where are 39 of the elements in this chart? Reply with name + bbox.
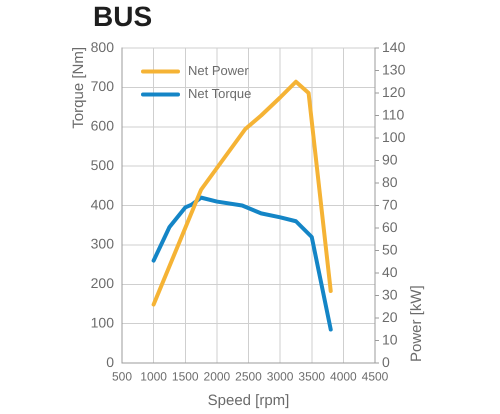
y2-tick-label: 60 (382, 218, 398, 235)
y-tick-label: 200 (90, 275, 114, 292)
y-tick-label: 500 (90, 156, 114, 173)
legend-label: Net Torque (188, 86, 252, 102)
y-tick-label: 800 (90, 38, 114, 55)
chart-title: BUS (93, 1, 152, 32)
y2-tick-label: 10 (382, 331, 398, 348)
x-axis-title: Speed [rpm] (208, 392, 290, 410)
y-tick-label: 400 (90, 196, 114, 212)
x-tick-label: 3000 (266, 370, 294, 384)
x-tick-label: 3500 (298, 370, 326, 384)
y2-tick-label: 40 (382, 264, 398, 280)
y2-tick-label: 140 (382, 38, 406, 55)
y2-tick-label: 20 (382, 308, 398, 325)
y2-tick-label: 0 (382, 354, 390, 370)
y-tick-label: 700 (90, 78, 114, 94)
y2-tick-label: 110 (382, 106, 405, 122)
y-tick-label: 0 (106, 354, 114, 370)
y-tick-label: 100 (90, 314, 114, 330)
x-tick-label: 1000 (140, 370, 168, 384)
x-tick-label: 1500 (172, 370, 199, 384)
x-tick-label: 2500 (235, 370, 262, 384)
y2-tick-label: 50 (382, 241, 398, 258)
x-tick-label: 2000 (204, 370, 231, 384)
y2-tick-label: 120 (382, 84, 406, 100)
y2-tick-label: 80 (382, 174, 398, 190)
y2-tick-label: 100 (382, 128, 406, 145)
y-axis-title: Torque [Nm] (70, 47, 88, 129)
y-tick-label: 600 (90, 118, 114, 134)
y2-tick-label: 130 (382, 61, 406, 78)
y2-tick-label: 30 (382, 286, 398, 302)
x-tick-label: 4000 (330, 370, 358, 384)
y2-axis-title: Power [kW] (408, 285, 426, 362)
y2-tick-label: 90 (382, 151, 398, 168)
legend-label: Net Power (188, 63, 250, 78)
x-tick-label: 500 (112, 370, 132, 384)
x-tick-label: 4500 (362, 370, 389, 384)
y-tick-label: 300 (90, 236, 114, 252)
y2-tick-label: 70 (382, 196, 398, 212)
